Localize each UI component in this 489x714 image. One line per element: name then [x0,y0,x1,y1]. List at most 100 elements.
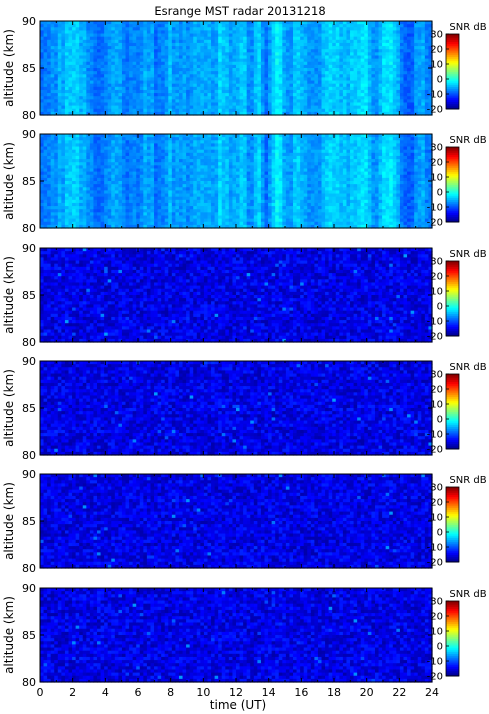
heatmap-cell [47,68,52,72]
heatmap-cell [325,58,330,63]
heatmap-cell [168,83,173,88]
heatmap-cell [86,99,91,104]
heatmap-cell [200,24,205,28]
heatmap-cell [186,71,191,75]
heatmap-cell [61,102,66,107]
heatmap-cell [236,89,241,94]
heatmap-cell [203,93,209,97]
heatmap-cell [414,86,419,91]
heatmap-cell [214,33,219,38]
heatmap-cell [100,86,105,91]
heatmap-cell [171,68,177,72]
heatmap-cell [385,83,390,88]
heatmap-cell [371,71,376,75]
heatmap-cell [285,89,291,94]
heatmap-cell [403,49,408,53]
heatmap-cell [107,55,112,60]
heatmap-cell [207,36,212,41]
heatmap-cell [239,77,244,82]
heatmap-cell [50,74,55,78]
heatmap-cell [289,102,294,107]
heatmap-cell [61,61,66,66]
heatmap-cell [382,58,387,63]
heatmap-cell [178,102,184,107]
heatmap-cell [325,46,330,50]
heatmap-cell [203,55,209,60]
heatmap-cell [154,58,159,63]
heatmap-cell [93,108,98,113]
heatmap-cell [100,33,105,38]
heatmap-cell [407,86,412,91]
heatmap-cell [300,52,305,57]
heatmap-cell [61,74,66,78]
heatmap-cell [367,30,373,35]
heatmap-cell [189,77,194,82]
heatmap-cell [403,93,408,97]
heatmap-cell [257,30,262,35]
heatmap-cell [424,74,430,78]
heatmap-cell [360,61,365,66]
heatmap-cell [178,105,184,110]
heatmap-cell [82,80,87,85]
heatmap-cell [335,80,340,85]
heatmap-cell [257,64,262,69]
heatmap-cell [243,86,248,91]
heatmap-cell [374,102,380,107]
heatmap-cell [104,74,109,78]
heatmap-cell [317,105,323,110]
heatmap-cell [189,55,194,60]
heatmap-cell [243,24,248,28]
heatmap-cell [332,89,337,94]
heatmap-cell [232,42,237,47]
heatmap-cell [346,108,351,113]
heatmap-cell [392,52,397,57]
heatmap-cell [396,39,401,44]
heatmap-cell [50,68,55,72]
heatmap-cell [207,52,212,57]
heatmap-cell [107,52,112,57]
heatmap-cell [139,21,144,25]
heatmap-cell [339,49,344,53]
heatmap-cell [75,89,80,94]
heatmap-cell [424,39,430,44]
heatmap-cell [104,80,109,85]
heatmap-cell [157,74,162,78]
heatmap-cell [236,86,241,91]
heatmap-cell [414,99,419,104]
heatmap-cell [200,30,205,35]
heatmap-cell [414,24,419,28]
heatmap-cell [328,61,333,66]
heatmap-cell [50,102,55,107]
heatmap-cell [417,99,422,104]
heatmap-cell [154,42,159,47]
heatmap-cell [57,58,62,63]
heatmap-cell [121,61,127,66]
heatmap-cell [403,30,408,35]
heatmap-cell [139,30,144,35]
heatmap-cell [339,96,344,100]
heatmap-cell [243,64,248,69]
heatmap-cell [371,30,376,35]
heatmap-cell [82,77,87,82]
heatmap-cell [325,99,330,104]
heatmap-cell [175,102,180,107]
heatmap-cell [211,83,216,88]
heatmap-cell [417,36,422,41]
heatmap-cell [407,30,412,35]
heatmap-cell [82,42,87,47]
heatmap-cell [139,52,144,57]
heatmap-cell [125,49,130,53]
heatmap-cell [264,33,269,38]
heatmap-cell [100,27,105,31]
heatmap-cell [264,74,269,78]
heatmap-cell [421,108,426,113]
heatmap-cell [300,55,305,60]
heatmap-cell [328,68,333,72]
heatmap-cell [79,52,84,57]
heatmap-cell [285,39,291,44]
heatmap-cell [243,68,248,72]
heatmap-cell [43,21,48,25]
heatmap-cell [164,33,169,38]
heatmap-cell [321,36,326,41]
heatmap-cell [371,102,376,107]
